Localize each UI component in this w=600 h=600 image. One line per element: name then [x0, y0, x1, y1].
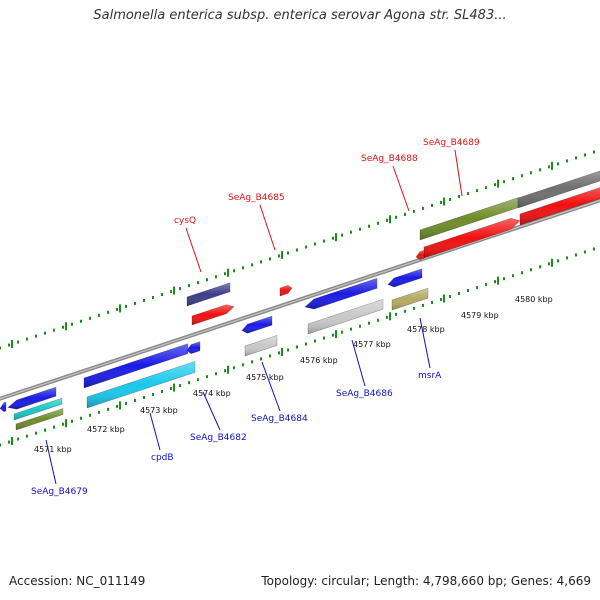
feature-layer	[0, 170, 600, 431]
gene-label-seag_b4689: SeAg_B4689	[423, 138, 480, 148]
leader-cpdb	[149, 412, 161, 451]
msra-gene-shading	[388, 268, 422, 287]
gene-label-seag_b4682: SeAg_B4682	[190, 433, 247, 443]
leader-seag_b4688	[392, 165, 410, 212]
tick-label-4579: 4579 kbp	[461, 311, 499, 320]
leader-seag_b4684	[261, 361, 281, 412]
tick-label-4574: 4574 kbp	[193, 389, 231, 398]
leader-seag_b4686	[351, 339, 366, 387]
leader-seag_b4682	[202, 391, 221, 431]
leader-cysq	[185, 227, 202, 273]
seag-b4679-segment-shading	[16, 408, 63, 430]
seag-b4679-gene-shading	[8, 387, 56, 410]
tick-label-4576: 4576 kbp	[300, 356, 338, 365]
backbone-highlight	[0, 199, 600, 400]
edge-feature-shading	[0, 402, 6, 412]
small-feature-shading	[187, 341, 200, 354]
seag-b4686-cds-shading	[308, 299, 383, 334]
fragment-feature-shading	[416, 250, 424, 260]
leader-seag_b4689	[454, 149, 463, 197]
leader-seag_b4685	[259, 204, 276, 251]
cysq-gene-shading	[187, 282, 230, 306]
label-layer: 4571 kbp 4572 kbp 4573 kbp 4574 kbp 4575 kbp…	[31, 138, 553, 497]
tick-label-4572: 4572 kbp	[87, 425, 125, 434]
map-title: Salmonella enterica subsp. enterica sero…	[93, 8, 507, 23]
cysq-subfeature-shading	[192, 304, 234, 325]
genome-summary-text: Topology: circular; Length: 4,798,660 bp…	[261, 574, 591, 588]
tick-label-4580: 4580 kbp	[515, 295, 553, 304]
gene-label-seag_b4686: SeAg_B4686	[336, 389, 393, 399]
tick-label-4578: 4578 kbp	[407, 325, 445, 334]
tick-label-4577: 4577 kbp	[353, 340, 391, 349]
leader-msra	[419, 317, 431, 369]
msra-cds-shading	[392, 288, 428, 310]
gene-label-seag_b4685: SeAg_B4685	[228, 193, 285, 203]
seag-b4689-gene-shading	[520, 187, 600, 225]
gene-label-cysq: cysQ	[174, 216, 196, 226]
gene-label-seag_b4684: SeAg_B4684	[251, 414, 308, 424]
gene-label-seag_b4679: SeAg_B4679	[31, 487, 88, 497]
seag-b4684-gene-shading	[242, 316, 272, 334]
tick-label-4575: 4575 kbp	[246, 373, 284, 382]
gene-label-seag_b4688: SeAg_B4688	[361, 154, 418, 164]
cpdb-gene-shading	[87, 361, 195, 408]
gene-label-cpdb: cpdB	[151, 453, 174, 463]
seag-b4679-cds-shading	[14, 398, 62, 420]
accession-text: Accession: NC_011149	[9, 574, 146, 588]
seag-b4688-cds-shading	[424, 218, 520, 258]
seag-b4684-cds-shading	[245, 335, 277, 356]
leader-seag_b4679	[45, 439, 57, 485]
track-layer	[0, 150, 600, 447]
seag-b4688-gene-shading	[420, 197, 518, 240]
tick-label-4571: 4571 kbp	[34, 445, 72, 454]
seag-b4689-region-shading	[518, 170, 600, 208]
seag-b4685-gene-shading	[280, 285, 292, 296]
gene-label-msra: msrA	[418, 371, 442, 381]
seag-b4682-gene-shading	[84, 343, 188, 388]
tick-label-4573: 4573 kbp	[140, 406, 178, 415]
seag-b4686-gene-shading	[305, 278, 377, 310]
